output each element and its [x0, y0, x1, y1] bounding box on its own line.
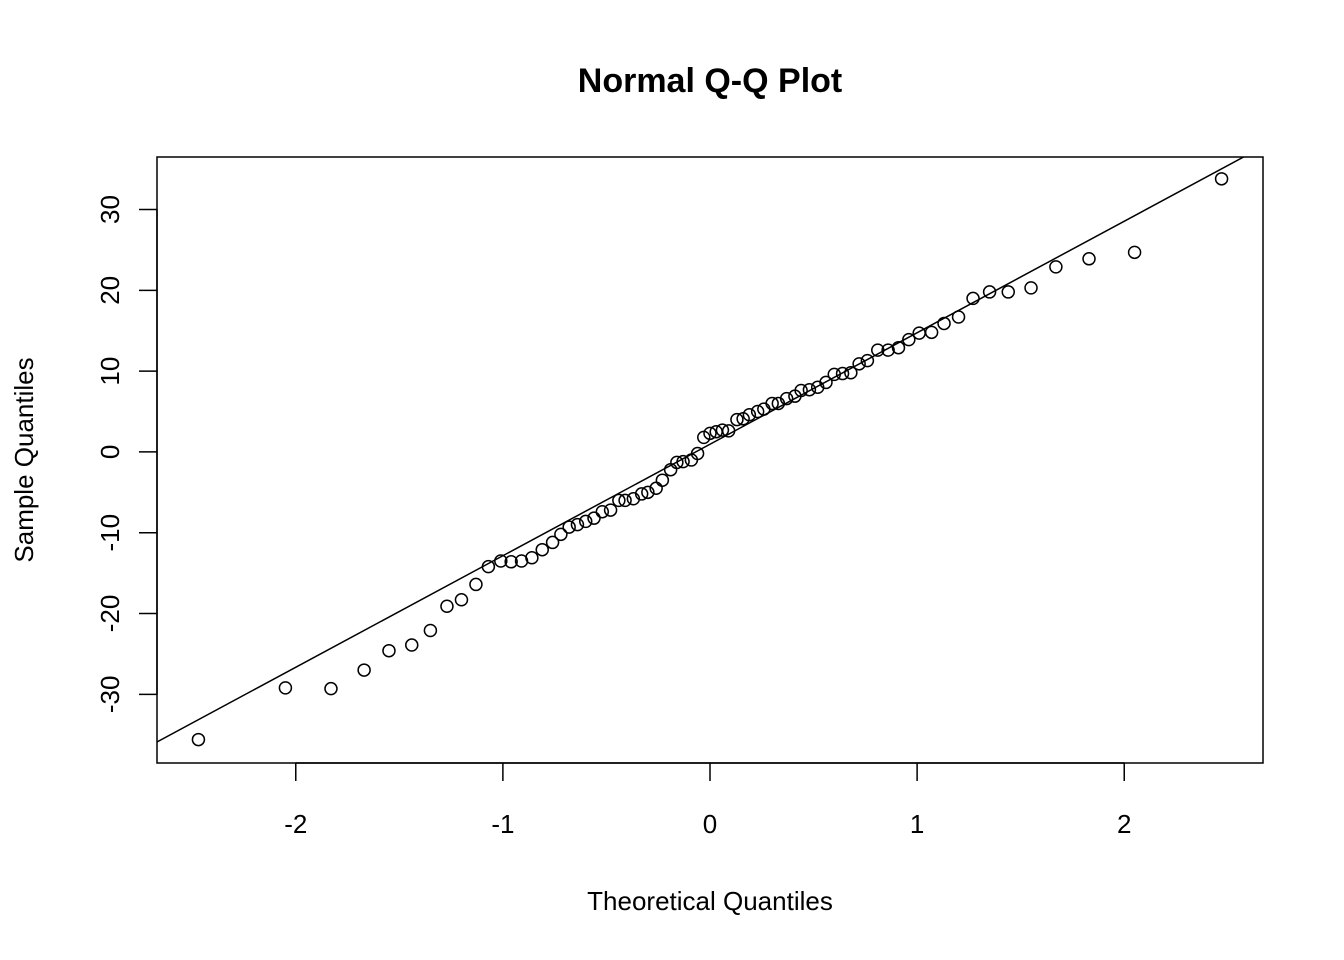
- data-point: [750, 404, 765, 419]
- data-point: [951, 310, 966, 324]
- data-point: [545, 535, 560, 550]
- data-point: [440, 599, 454, 613]
- data-point: [357, 663, 371, 677]
- data-point: [454, 593, 469, 607]
- data-point: [1127, 245, 1142, 260]
- data-point: [655, 473, 670, 487]
- data-point: [382, 643, 396, 658]
- data-point: [860, 353, 875, 368]
- data-point: [603, 503, 618, 517]
- data-point: [324, 681, 338, 696]
- qq-reference-line: [157, 157, 1246, 743]
- x-tick-label: -2: [284, 809, 307, 839]
- data-point: [554, 527, 568, 542]
- plot-frame: [156, 156, 1264, 764]
- data-point: [504, 555, 518, 569]
- y-tick-label: 10: [95, 357, 125, 386]
- data-point: [937, 316, 951, 331]
- data-point: [525, 551, 539, 565]
- data-point: [469, 577, 483, 592]
- points-group: [191, 172, 1229, 747]
- data-point: [481, 559, 496, 574]
- data-point: [595, 504, 610, 519]
- data-point: [881, 343, 895, 357]
- y-axis: -30 -20 -10 0 10 20 30: [95, 195, 158, 714]
- data-point: [578, 514, 593, 529]
- data-point: [562, 520, 576, 534]
- data-point: [423, 623, 438, 638]
- data-point: [891, 340, 906, 355]
- data-point: [1001, 285, 1015, 299]
- chart-title: Normal Q-Q Plot: [578, 62, 842, 100]
- data-point: [1082, 252, 1096, 266]
- x-tick-label: -1: [491, 809, 514, 839]
- data-point: [902, 332, 916, 347]
- y-tick-label: -10: [95, 514, 125, 552]
- x-tick-label: 2: [1117, 809, 1131, 839]
- x-axis: -2 -1 0 1 2: [284, 762, 1131, 839]
- data-point: [844, 365, 858, 380]
- data-point: [676, 454, 690, 469]
- data-point: [835, 366, 850, 381]
- reference-line-group: [157, 157, 1246, 743]
- data-point: [966, 291, 980, 306]
- data-point: [802, 382, 817, 397]
- data-point: [278, 681, 293, 695]
- data-point: [871, 343, 885, 357]
- data-point: [494, 554, 508, 568]
- data-point: [924, 325, 939, 340]
- data-point: [690, 446, 705, 461]
- data-point: [618, 493, 632, 508]
- data-point: [794, 383, 808, 398]
- y-tick-label: -30: [95, 676, 125, 714]
- data-point: [1024, 281, 1038, 295]
- data-point: [827, 367, 842, 382]
- data-point: [1214, 172, 1229, 186]
- y-tick-label: -20: [95, 595, 125, 633]
- data-point: [634, 487, 649, 501]
- data-point: [715, 423, 730, 437]
- data-point: [405, 638, 419, 652]
- data-point: [535, 542, 549, 557]
- data-point: [191, 732, 206, 747]
- data-point: [612, 493, 626, 508]
- x-axis-label: Theoretical Quantiles: [587, 886, 833, 916]
- data-point: [1049, 260, 1063, 274]
- data-point: [670, 455, 684, 470]
- data-point: [819, 375, 833, 390]
- data-point: [587, 511, 601, 525]
- data-point: [703, 426, 717, 441]
- x-tick-label: 0: [703, 809, 717, 839]
- x-tick-label: 1: [910, 809, 924, 839]
- data-point: [765, 396, 779, 411]
- data-point: [852, 357, 866, 371]
- data-point: [730, 412, 744, 427]
- data-point: [721, 424, 736, 438]
- data-point: [742, 408, 757, 422]
- data-point: [982, 285, 997, 299]
- plot-area: [157, 157, 1246, 747]
- y-tick-label: 30: [95, 195, 125, 224]
- data-point: [570, 517, 585, 532]
- y-tick-label: 20: [95, 276, 125, 305]
- y-axis-label: Sample Quantiles: [9, 357, 39, 562]
- data-point: [641, 485, 655, 500]
- data-point: [779, 391, 794, 406]
- y-tick-label: 0: [95, 445, 125, 459]
